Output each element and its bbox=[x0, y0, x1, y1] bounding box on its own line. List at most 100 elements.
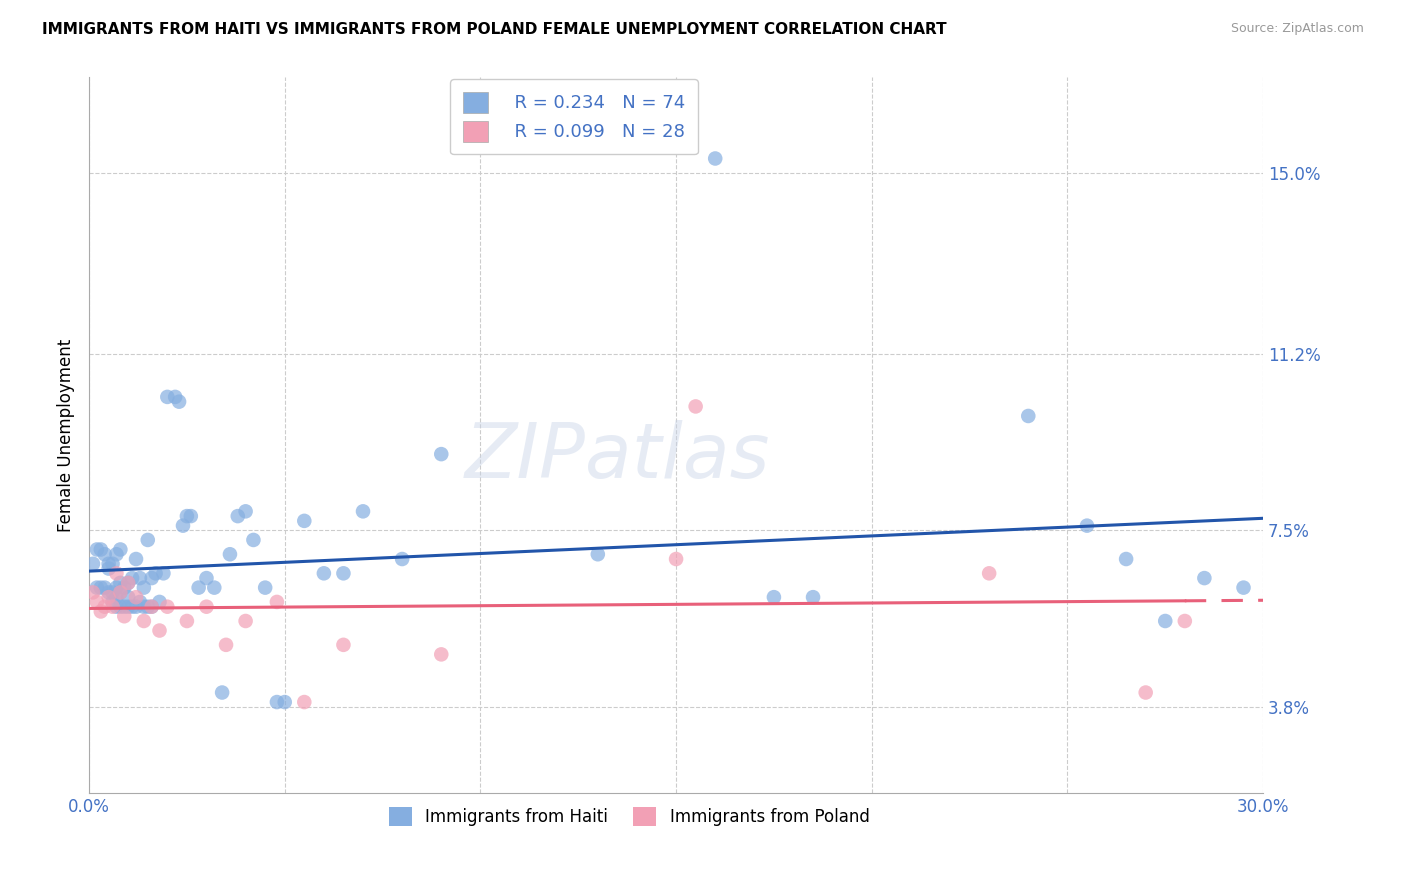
Text: ZIPatlas: ZIPatlas bbox=[465, 419, 770, 493]
Point bbox=[117, 599, 139, 614]
Legend: Immigrants from Haiti, Immigrants from Poland: Immigrants from Haiti, Immigrants from P… bbox=[380, 798, 877, 834]
Point bbox=[1076, 518, 1098, 533]
Point bbox=[101, 599, 124, 614]
Point bbox=[979, 566, 1001, 581]
Point bbox=[97, 590, 120, 604]
Text: Source: ZipAtlas.com: Source: ZipAtlas.com bbox=[1230, 22, 1364, 36]
Point bbox=[101, 557, 124, 571]
Point bbox=[105, 581, 128, 595]
Point bbox=[117, 590, 139, 604]
Point bbox=[226, 509, 249, 524]
Point bbox=[391, 552, 413, 566]
Point bbox=[704, 152, 727, 166]
Point bbox=[125, 599, 148, 614]
Point bbox=[110, 599, 132, 614]
Point bbox=[86, 595, 108, 609]
Point bbox=[145, 566, 167, 581]
Point bbox=[136, 533, 159, 547]
Point bbox=[129, 571, 152, 585]
Point bbox=[97, 557, 120, 571]
Point bbox=[167, 394, 190, 409]
Point bbox=[187, 581, 209, 595]
Point bbox=[242, 533, 264, 547]
Point bbox=[93, 599, 115, 614]
Point bbox=[105, 590, 128, 604]
Point bbox=[117, 575, 139, 590]
Point bbox=[176, 509, 198, 524]
Point bbox=[117, 575, 139, 590]
Point bbox=[274, 695, 297, 709]
Point bbox=[93, 581, 115, 595]
Point bbox=[172, 518, 194, 533]
Point bbox=[195, 599, 218, 614]
Point bbox=[1115, 552, 1137, 566]
Point bbox=[254, 581, 277, 595]
Point bbox=[1194, 571, 1216, 585]
Point bbox=[215, 638, 238, 652]
Point bbox=[165, 390, 187, 404]
Point bbox=[86, 542, 108, 557]
Point bbox=[90, 605, 112, 619]
Point bbox=[110, 575, 132, 590]
Point bbox=[112, 581, 135, 595]
Point bbox=[219, 547, 242, 561]
Point bbox=[148, 624, 170, 638]
Point bbox=[112, 609, 135, 624]
Point bbox=[176, 614, 198, 628]
Point bbox=[125, 590, 148, 604]
Point bbox=[121, 599, 143, 614]
Point bbox=[97, 561, 120, 575]
Point bbox=[266, 695, 288, 709]
Point bbox=[110, 585, 132, 599]
Point bbox=[195, 571, 218, 585]
Point bbox=[762, 590, 785, 604]
Point bbox=[112, 599, 135, 614]
Point bbox=[101, 585, 124, 599]
Point bbox=[136, 599, 159, 614]
Point bbox=[86, 581, 108, 595]
Point bbox=[1232, 581, 1254, 595]
Point bbox=[352, 504, 374, 518]
Point bbox=[332, 566, 354, 581]
Point bbox=[82, 585, 104, 599]
Point bbox=[430, 447, 453, 461]
Point bbox=[141, 599, 163, 614]
Point bbox=[180, 509, 202, 524]
Point bbox=[685, 400, 707, 414]
Point bbox=[105, 547, 128, 561]
Point bbox=[148, 595, 170, 609]
Point bbox=[101, 595, 124, 609]
Point bbox=[211, 685, 233, 699]
Point bbox=[90, 581, 112, 595]
Point bbox=[430, 648, 453, 662]
Point bbox=[292, 695, 315, 709]
Y-axis label: Female Unemployment: Female Unemployment bbox=[58, 338, 75, 532]
Point bbox=[152, 566, 174, 581]
Point bbox=[141, 571, 163, 585]
Point bbox=[202, 581, 225, 595]
Point bbox=[156, 599, 179, 614]
Text: IMMIGRANTS FROM HAITI VS IMMIGRANTS FROM POLAND FEMALE UNEMPLOYMENT CORRELATION : IMMIGRANTS FROM HAITI VS IMMIGRANTS FROM… bbox=[42, 22, 946, 37]
Point bbox=[292, 514, 315, 528]
Point bbox=[105, 599, 128, 614]
Point bbox=[132, 614, 155, 628]
Point bbox=[312, 566, 335, 581]
Point bbox=[97, 585, 120, 599]
Point bbox=[1174, 614, 1197, 628]
Point bbox=[93, 547, 115, 561]
Point bbox=[110, 542, 132, 557]
Point bbox=[82, 557, 104, 571]
Point bbox=[129, 595, 152, 609]
Point bbox=[105, 566, 128, 581]
Point bbox=[235, 614, 257, 628]
Point bbox=[156, 390, 179, 404]
Point bbox=[1017, 409, 1039, 423]
Point bbox=[121, 571, 143, 585]
Point bbox=[1154, 614, 1177, 628]
Point bbox=[90, 542, 112, 557]
Point bbox=[110, 585, 132, 599]
Point bbox=[132, 581, 155, 595]
Point bbox=[266, 595, 288, 609]
Point bbox=[801, 590, 824, 604]
Point bbox=[125, 552, 148, 566]
